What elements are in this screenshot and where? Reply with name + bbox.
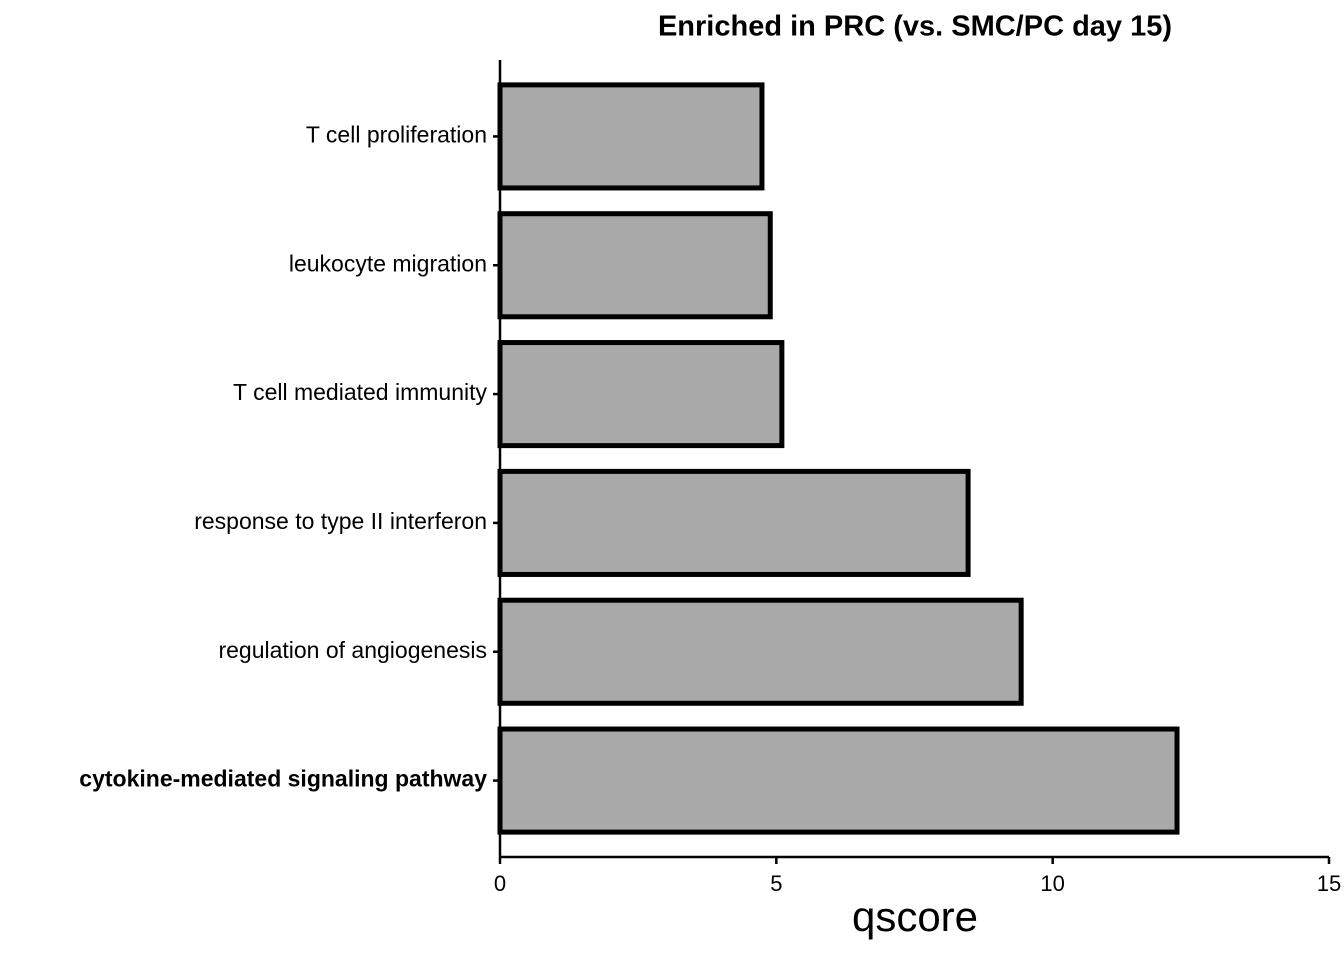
y-tick-label: T cell proliferation [306,121,487,147]
y-tick-label: response to type II interferon [194,508,487,534]
x-axis-label: qscore [852,893,978,940]
y-tick-label: regulation of angiogenesis [218,637,487,663]
x-tick-label: 0 [494,871,506,896]
y-tick-label: cytokine-mediated signaling pathway [79,766,487,792]
bar [497,340,785,449]
y-tick-label: leukocyte migration [289,250,487,276]
x-tick-label: 10 [1040,871,1064,896]
x-tick-label: 15 [1317,871,1341,896]
bar [497,468,971,577]
chart-title: Enriched in PRC (vs. SMC/PC day 15) [658,11,1172,43]
bar [497,597,1024,706]
bar [497,211,773,320]
bar [497,82,765,191]
bar [497,726,1180,835]
y-tick-label: T cell mediated immunity [233,379,487,405]
x-tick-label: 5 [770,871,782,896]
